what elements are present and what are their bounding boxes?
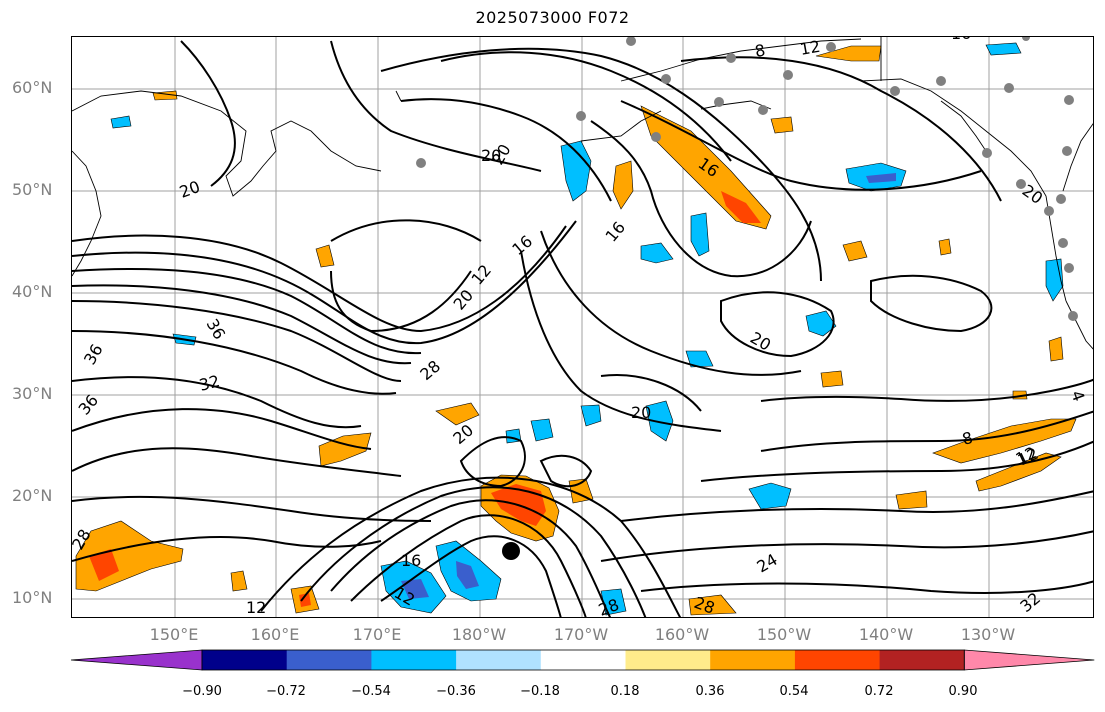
lon-label: 160°E <box>250 625 300 644</box>
colorbar-segment <box>540 650 626 670</box>
contour-label: 36 <box>203 316 230 343</box>
colorbar-segment <box>371 650 457 670</box>
shading-darkblue <box>401 173 896 599</box>
contour-label: 16 <box>508 231 536 259</box>
colorbar-segment <box>710 650 796 670</box>
lon-label: 170°W <box>553 625 609 644</box>
contour-label: 12 <box>468 261 496 289</box>
lon-label: 150°W <box>756 625 812 644</box>
colorbar <box>70 649 1095 671</box>
contour-label: 20 <box>747 328 774 355</box>
colorbar-tick-label: 0.54 <box>779 684 809 699</box>
colorbar-min-arrow <box>70 649 203 671</box>
lat-label: 60°N <box>12 78 53 97</box>
contour-label: 8 <box>960 428 975 449</box>
colorbar-segment <box>879 650 965 670</box>
contour-label: 16 <box>602 218 630 246</box>
colorbar-segment <box>202 650 288 670</box>
contour-label: 20 <box>631 403 651 422</box>
lat-label: 30°N <box>12 384 53 403</box>
colorbar-outline <box>201 649 965 671</box>
colorbar-tick-label: 0.36 <box>695 684 725 699</box>
map-panel: 8 12 16 16 20 20 20 20 20 20 12 16 12 20… <box>71 36 1094 618</box>
contour-label: 36 <box>80 341 107 368</box>
contour-label: 12 <box>246 598 266 617</box>
map-title: 2025073000 F072 <box>475 8 630 27</box>
lat-label: 40°N <box>12 282 53 301</box>
lon-label: 130°W <box>960 625 1016 644</box>
lat-label: 50°N <box>12 180 53 199</box>
lon-label: 170°E <box>352 625 402 644</box>
contour-label: 20 <box>450 286 478 314</box>
colorbar-tick-label: 0.90 <box>948 684 978 699</box>
gray-markers <box>416 37 1078 321</box>
colorbar-segment <box>456 650 542 670</box>
lon-label: 160°W <box>654 625 710 644</box>
coastlines <box>72 37 1093 350</box>
contour-label: 28 <box>416 356 444 384</box>
shading-red <box>89 191 761 607</box>
colorbar-tick-label: 0.72 <box>864 684 894 699</box>
contour-label: 4 <box>1067 388 1088 404</box>
colorbar-segment <box>286 650 372 670</box>
colorbar-tick-label: −0.72 <box>266 684 306 699</box>
colorbar-tick-label: −0.90 <box>182 684 222 699</box>
colorbar-segment <box>625 650 711 670</box>
colorbar-max-arrow <box>963 649 1095 671</box>
contour-lines <box>72 40 1093 617</box>
contour-label: 16 <box>401 551 421 570</box>
lon-label: 140°W <box>858 625 914 644</box>
colorbar-tick-label: −0.54 <box>351 684 391 699</box>
colorbar-tick-label: −0.36 <box>436 684 476 699</box>
contour-label: 32 <box>197 371 222 395</box>
contour-label: 28 <box>596 595 622 618</box>
lat-label: 10°N <box>12 588 53 607</box>
contour-label: 20 <box>177 177 203 202</box>
contour-label: 12 <box>798 37 821 59</box>
contour-label: 20 <box>481 146 501 165</box>
contour-label: 24 <box>754 550 781 577</box>
storm-center-marker <box>502 542 520 560</box>
colorbar-tick-label: −0.18 <box>520 684 560 699</box>
lon-label: 180°W <box>451 625 507 644</box>
contour-label: 16 <box>951 37 971 43</box>
lon-label: 150°E <box>149 625 199 644</box>
contour-label: 8 <box>753 40 766 60</box>
contour-label: 20 <box>449 420 477 448</box>
colorbar-tick-label: 0.18 <box>610 684 640 699</box>
map-canvas: 8 12 16 16 20 20 20 20 20 20 12 16 12 20… <box>72 37 1093 618</box>
lat-label: 20°N <box>12 486 53 505</box>
colorbar-segment <box>794 650 881 670</box>
shading-blue <box>110 42 1064 616</box>
